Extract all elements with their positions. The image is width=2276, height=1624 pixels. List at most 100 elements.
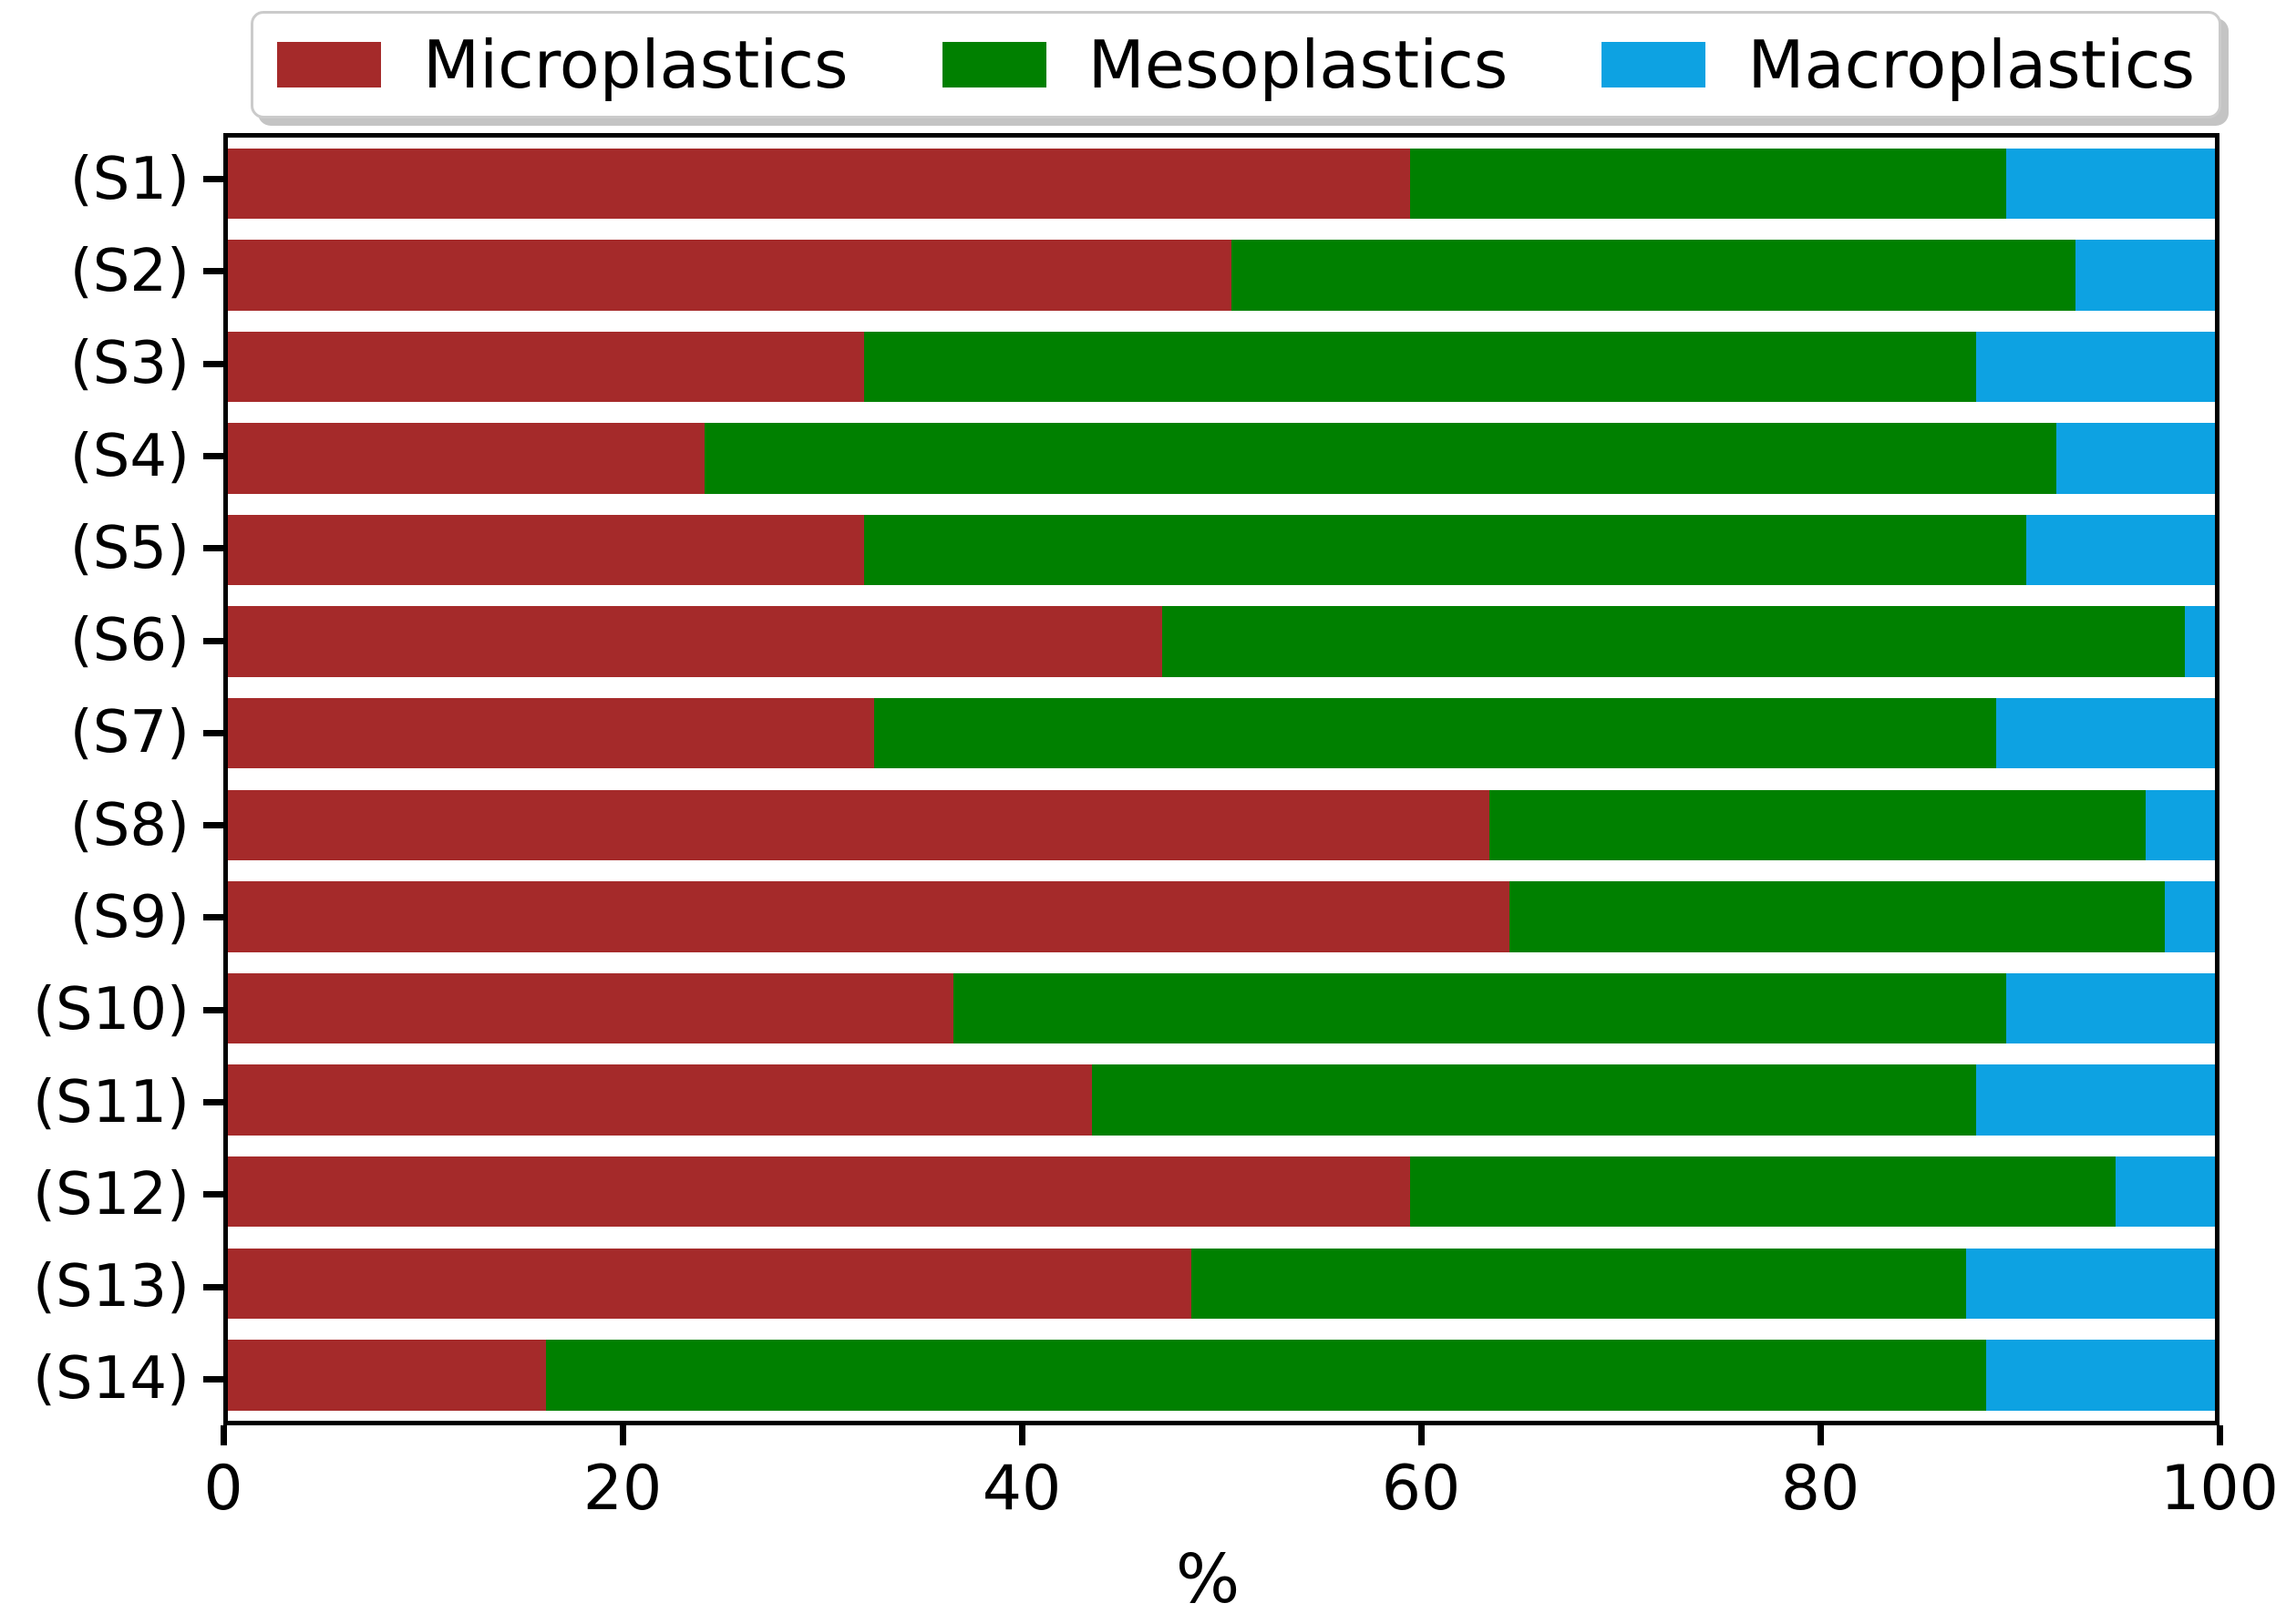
stacked-bar-s12 [228, 1156, 2215, 1228]
legend-label: Macroplastics [1747, 26, 2195, 103]
bar-segment-s1-microplastics [228, 148, 1411, 219]
stacked-bar-s14 [228, 1340, 2215, 1411]
y-tick-mark [203, 1006, 223, 1013]
legend-entry-mesoplastics: Mesoplastics [942, 32, 1508, 98]
bar-segment-s8-microplastics [228, 789, 1490, 861]
y-tick-mark [203, 1283, 223, 1290]
bar-row-s8 [228, 779, 2215, 871]
bar-segment-s13-macroplastics [1966, 1248, 2215, 1319]
bar-segment-s10-macroplastics [2006, 972, 2215, 1044]
bar-segment-s3-macroplastics [1976, 331, 2215, 403]
stacked-bar-s10 [228, 972, 2215, 1044]
bar-segment-s6-macroplastics [2185, 606, 2215, 677]
bar-row-s10 [228, 962, 2215, 1054]
y-tick-mark [203, 822, 223, 829]
y-tick-label-s8: (S8) [69, 791, 190, 859]
stacked-bar-s5 [228, 514, 2215, 586]
bar-segment-s9-macroplastics [2165, 881, 2215, 952]
x-tick-mark [1417, 1425, 1425, 1445]
x-tick-label-100: 100 [2160, 1453, 2276, 1525]
bar-segment-s6-mesoplastics [1161, 606, 2186, 677]
bar-segment-s4-microplastics [228, 423, 705, 494]
bar-segment-s2-macroplastics [2075, 240, 2215, 311]
bar-segment-s14-microplastics [228, 1340, 546, 1411]
x-tick-mark [220, 1425, 227, 1445]
legend-entry-macroplastics: Macroplastics [1601, 32, 2195, 98]
y-tick-mark [203, 545, 223, 552]
bar-row-s11 [228, 1054, 2215, 1146]
bar-row-s4 [228, 413, 2215, 505]
y-tick-label-s13: (S13) [33, 1253, 190, 1321]
x-tick-label-60: 60 [1381, 1453, 1461, 1525]
bar-segment-s12-mesoplastics [1410, 1156, 2116, 1228]
y-tick-mark [203, 176, 223, 183]
legend-label: Microplastics [423, 26, 849, 103]
bar-row-s12 [228, 1146, 2215, 1238]
bar-row-s2 [228, 230, 2215, 322]
y-tick-label-s10: (S10) [33, 976, 190, 1044]
bar-row-s7 [228, 687, 2215, 779]
bar-segment-s3-mesoplastics [863, 331, 1977, 403]
bar-segment-s1-macroplastics [2006, 148, 2215, 219]
bar-row-s13 [228, 1238, 2215, 1330]
bar-segment-s11-mesoplastics [1092, 1064, 1977, 1136]
bar-row-s3 [228, 321, 2215, 413]
stacked-bar-s11 [228, 1064, 2215, 1136]
bar-segment-s1-mesoplastics [1410, 148, 2007, 219]
y-tick-mark [203, 360, 223, 367]
y-tick-mark [203, 637, 223, 644]
x-tick-mark [1018, 1425, 1025, 1445]
x-axis-title: % [1175, 1540, 1241, 1619]
bar-row-s1 [228, 138, 2215, 230]
legend-swatch-mesoplastics [942, 42, 1046, 87]
legend-swatch-microplastics [277, 42, 381, 87]
x-tick-mark [619, 1425, 626, 1445]
bar-segment-s5-mesoplastics [863, 514, 2026, 586]
bar-segment-s12-macroplastics [2115, 1156, 2215, 1228]
stacked-bar-s8 [228, 789, 2215, 861]
y-tick-mark [203, 453, 223, 459]
bar-segment-s4-macroplastics [2055, 423, 2215, 494]
y-tick-label-s5: (S5) [69, 514, 190, 582]
y-tick-label-s12: (S12) [33, 1160, 190, 1228]
y-tick-label-s4: (S4) [69, 422, 190, 490]
y-tick-mark [203, 1375, 223, 1382]
y-tick-label-s7: (S7) [69, 699, 190, 767]
y-tick-label-s2: (S2) [69, 237, 190, 305]
bar-segment-s8-mesoplastics [1489, 789, 2146, 861]
y-tick-mark [203, 729, 223, 736]
bar-segment-s12-microplastics [228, 1156, 1411, 1228]
stacked-bar-s3 [228, 331, 2215, 403]
bar-segment-s11-microplastics [228, 1064, 1093, 1136]
stacked-bar-s13 [228, 1248, 2215, 1319]
bar-row-s9 [228, 871, 2215, 963]
stacked-bar-s6 [228, 606, 2215, 677]
bar-segment-s13-microplastics [228, 1248, 1192, 1319]
x-tick-label-20: 20 [582, 1453, 663, 1525]
bar-segment-s13-mesoplastics [1191, 1248, 1967, 1319]
bar-segment-s7-macroplastics [1996, 698, 2215, 769]
x-tick-label-0: 0 [203, 1453, 243, 1525]
plot-area [223, 133, 2219, 1425]
bar-segment-s3-microplastics [228, 331, 864, 403]
bar-segment-s10-microplastics [228, 972, 953, 1044]
y-tick-label-s1: (S1) [69, 145, 190, 213]
bar-segment-s11-macroplastics [1976, 1064, 2215, 1136]
stacked-bar-s7 [228, 698, 2215, 769]
legend-swatch-macroplastics [1601, 42, 1706, 87]
y-tick-label-s14: (S14) [33, 1345, 190, 1413]
x-tick-mark [1817, 1425, 1824, 1445]
x-tick-label-80: 80 [1780, 1453, 1860, 1525]
y-tick-mark [203, 268, 223, 275]
stacked-bar-s4 [228, 423, 2215, 494]
bar-segment-s10-mesoplastics [953, 972, 2007, 1044]
stacked-bar-s9 [228, 881, 2215, 952]
y-tick-label-s3: (S3) [69, 330, 190, 398]
y-tick-label-s11: (S11) [33, 1068, 190, 1136]
bar-segment-s7-microplastics [228, 698, 874, 769]
bar-segment-s5-microplastics [228, 514, 864, 586]
y-tick-mark [203, 1099, 223, 1105]
bar-segment-s8-macroplastics [2145, 789, 2215, 861]
bar-segment-s5-macroplastics [2025, 514, 2215, 586]
